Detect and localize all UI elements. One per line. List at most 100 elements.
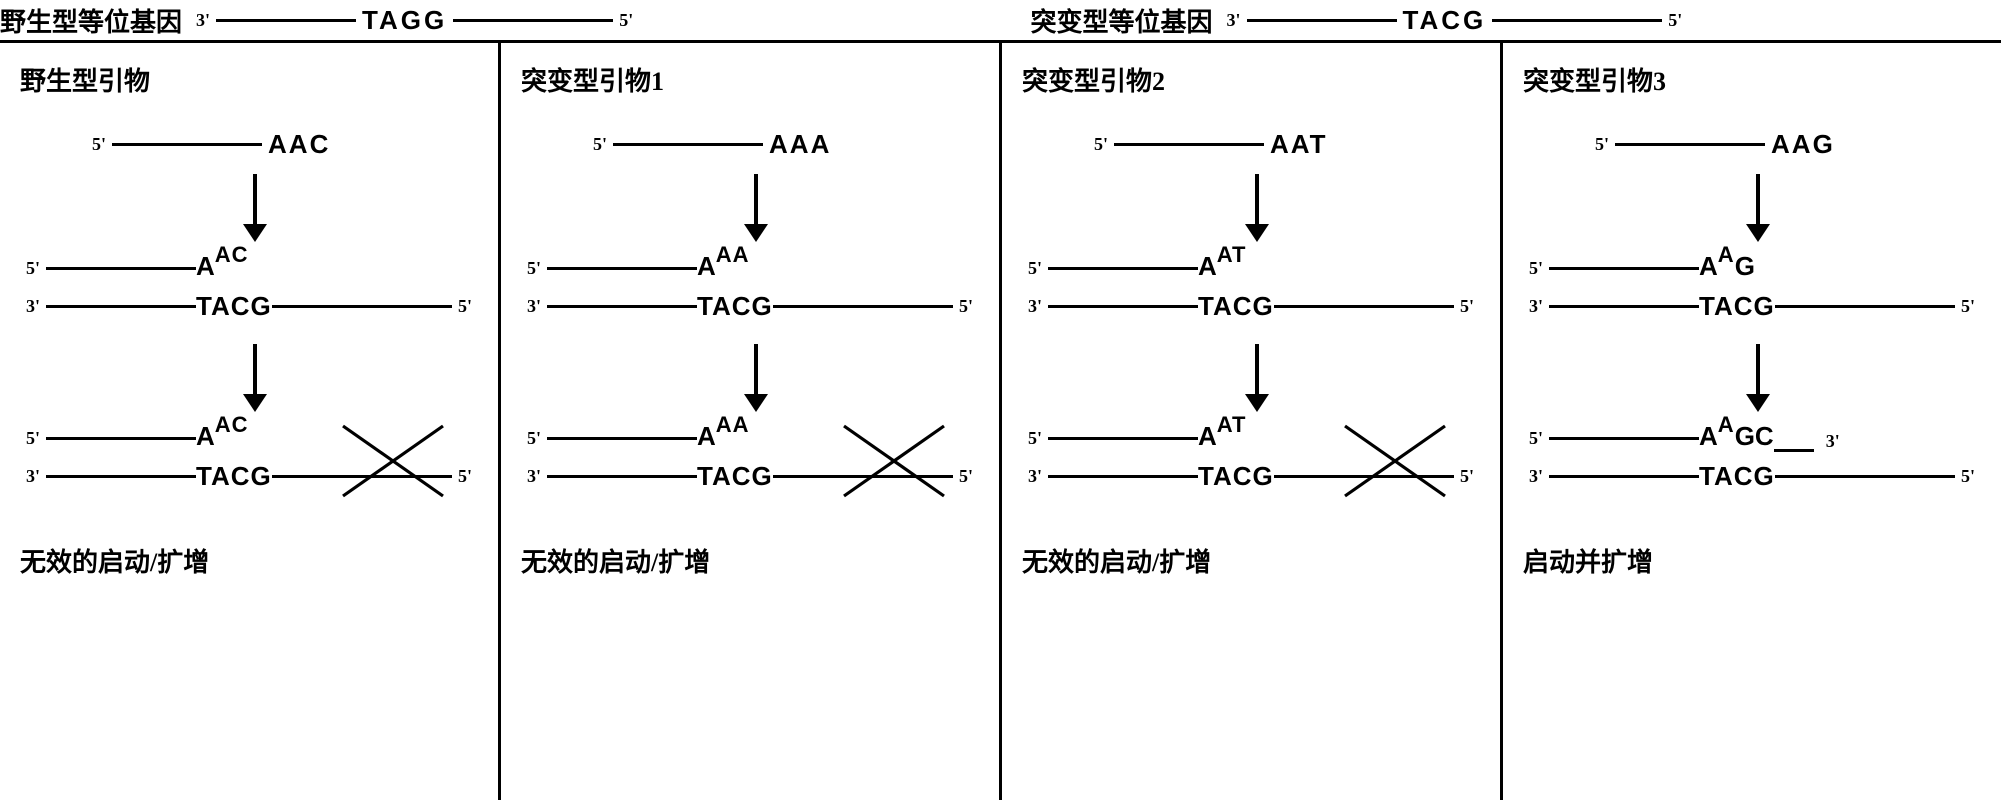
dna-line (1615, 143, 1765, 146)
endcap-3prime: 3' (1022, 296, 1048, 317)
result-text: 无效的启动/扩增 (521, 542, 979, 579)
cross-icon (839, 416, 949, 506)
primer-row: 5'AAG (1589, 126, 1981, 162)
dna-line (1775, 305, 1955, 308)
dna-line (1048, 305, 1198, 308)
mismatch-region: AAC (196, 424, 249, 452)
mutant-allele-label: 突变型等位基因 (1031, 2, 1213, 39)
endcap-5prime: 5' (20, 428, 46, 449)
mutant-allele-sequence: TACG (1397, 5, 1493, 36)
dna-line (773, 475, 953, 478)
mismatch-region: AAG (1699, 254, 1755, 282)
arrow-down-icon (1242, 174, 1272, 242)
dna-line (1549, 267, 1699, 270)
endcap-5prime: 5' (452, 296, 478, 317)
primer-base: A (1198, 251, 1217, 282)
panel-row: 野生型引物5'AAC5'AAC3'TACG5'5'AAC3'TACG5'无效的启… (0, 43, 2001, 800)
dna-line (112, 143, 262, 146)
mismatch-raised-bases: AT (1217, 242, 1247, 268)
endcap-3prime: 3' (1022, 466, 1048, 487)
dna-line (547, 437, 697, 440)
dna-line (1048, 475, 1198, 478)
extension-line (1774, 449, 1814, 452)
diagram-root: 野生型等位基因 3' TAGG 5' 突变型等位基因 3' TACG 5' 野生… (0, 0, 2001, 800)
primer-sequence: AAC (262, 129, 330, 160)
endcap-5prime: 5' (521, 428, 547, 449)
dna-line (1114, 143, 1264, 146)
primer-tail-extended: GC (1735, 421, 1774, 452)
panel-title: 野生型引物 (20, 61, 478, 98)
duplex-failed: 5'AAA3'TACG5' (521, 424, 979, 502)
duplex-annealed: 5'AAC 3' TACG 5' (20, 254, 478, 332)
endcap-5prime: 5' (1662, 10, 1688, 31)
template-strand: 3'TACG5' (521, 462, 979, 490)
cross-icon (338, 416, 448, 506)
mismatch-region: AAC (196, 254, 249, 282)
panel-title: 突变型引物1 (521, 61, 979, 98)
template-strand: 3'TACG5' (1022, 292, 1480, 320)
template-strand: 3'TACG5' (1523, 462, 1981, 490)
result-text: 启动并扩增 (1523, 542, 1981, 579)
endcap-3prime: 3' (1221, 10, 1247, 31)
template-strand: 3'TACG5' (1523, 292, 1981, 320)
mismatch-raised-bases: AA (716, 412, 750, 438)
arrow-down-icon (741, 344, 771, 412)
endcap-5prime: 5' (1088, 134, 1114, 155)
endcap-3prime: 3' (20, 466, 46, 487)
panel-title: 突变型引物2 (1022, 61, 1480, 98)
result-text: 无效的启动/扩增 (1022, 542, 1480, 579)
allele-header-row: 野生型等位基因 3' TAGG 5' 突变型等位基因 3' TACG 5' (0, 0, 2001, 40)
endcap-3prime: 3' (521, 466, 547, 487)
template-strand: 3'TACG5' (521, 292, 979, 320)
primer-base: A (697, 421, 716, 452)
dna-line (1274, 305, 1454, 308)
template-sequence: TACG (1699, 291, 1775, 322)
endcap-5prime: 5' (613, 10, 639, 31)
dna-line (272, 305, 452, 308)
endcap-5prime: 5' (587, 134, 613, 155)
arrow-down-icon (240, 174, 270, 242)
primer-strand: 5'AAA (521, 424, 750, 452)
endcap-5prime: 5' (1955, 466, 1981, 487)
duplex-annealed: 5'AAA3'TACG5' (521, 254, 979, 332)
template-sequence: TACG (196, 291, 272, 322)
endcap-3prime: 3' (1523, 466, 1549, 487)
mismatch-region: AAT (1198, 254, 1246, 282)
primer-base: A (1699, 251, 1718, 282)
dna-line (1048, 267, 1198, 270)
mismatch-raised-bases: AT (1217, 412, 1247, 438)
endcap-5prime: 5' (1523, 258, 1549, 279)
arrow-down-icon (1743, 174, 1773, 242)
template-strand: 3'TACG5' (20, 462, 478, 490)
template-sequence: TACG (697, 291, 773, 322)
dna-line (1549, 437, 1699, 440)
endcap-3prime: 3' (20, 296, 46, 317)
endcap-5prime: 5' (1454, 466, 1480, 487)
dna-line (773, 305, 953, 308)
mismatch-raised-bases: A (1718, 242, 1735, 268)
dna-line (1775, 475, 1955, 478)
endcap-5prime: 5' (1523, 428, 1549, 449)
wildtype-allele-label: 野生型等位基因 (0, 2, 182, 39)
dna-line (1492, 19, 1662, 22)
dna-line (613, 143, 763, 146)
duplex-annealed: 5' AAT 3'TACG5' (1022, 254, 1480, 332)
duplex-annealed: 5'AAG3'TACG5' (1523, 254, 1981, 332)
dna-line (1549, 475, 1699, 478)
mutant-allele-header: 突变型等位基因 3' TACG 5' (1001, 0, 2001, 40)
primer-row: 5'AAT (1088, 126, 1480, 162)
endcap-5prime: 5' (1955, 296, 1981, 317)
dna-line (547, 267, 697, 270)
endcap-5prime: 5' (1454, 296, 1480, 317)
dna-line (272, 475, 452, 478)
endcap-3prime: 3' (521, 296, 547, 317)
endcap-5prime: 5' (1022, 428, 1048, 449)
primer-strand: 5' AAC (20, 424, 249, 452)
mismatch-raised-bases: AC (215, 242, 249, 268)
duplex-failed: 5'AAT3'TACG5' (1022, 424, 1480, 502)
primer-base: A (1699, 421, 1718, 452)
panel-2: 突变型引物25'AAT5'AAT3'TACG5'5'AAT3'TACG5'无效的… (1002, 43, 1503, 800)
primer-sequence: AAA (763, 129, 831, 160)
primer-strand: 5'AAC (20, 254, 249, 282)
duplex-extended: 5'AAGC3'3'TACG5' (1523, 424, 1981, 502)
